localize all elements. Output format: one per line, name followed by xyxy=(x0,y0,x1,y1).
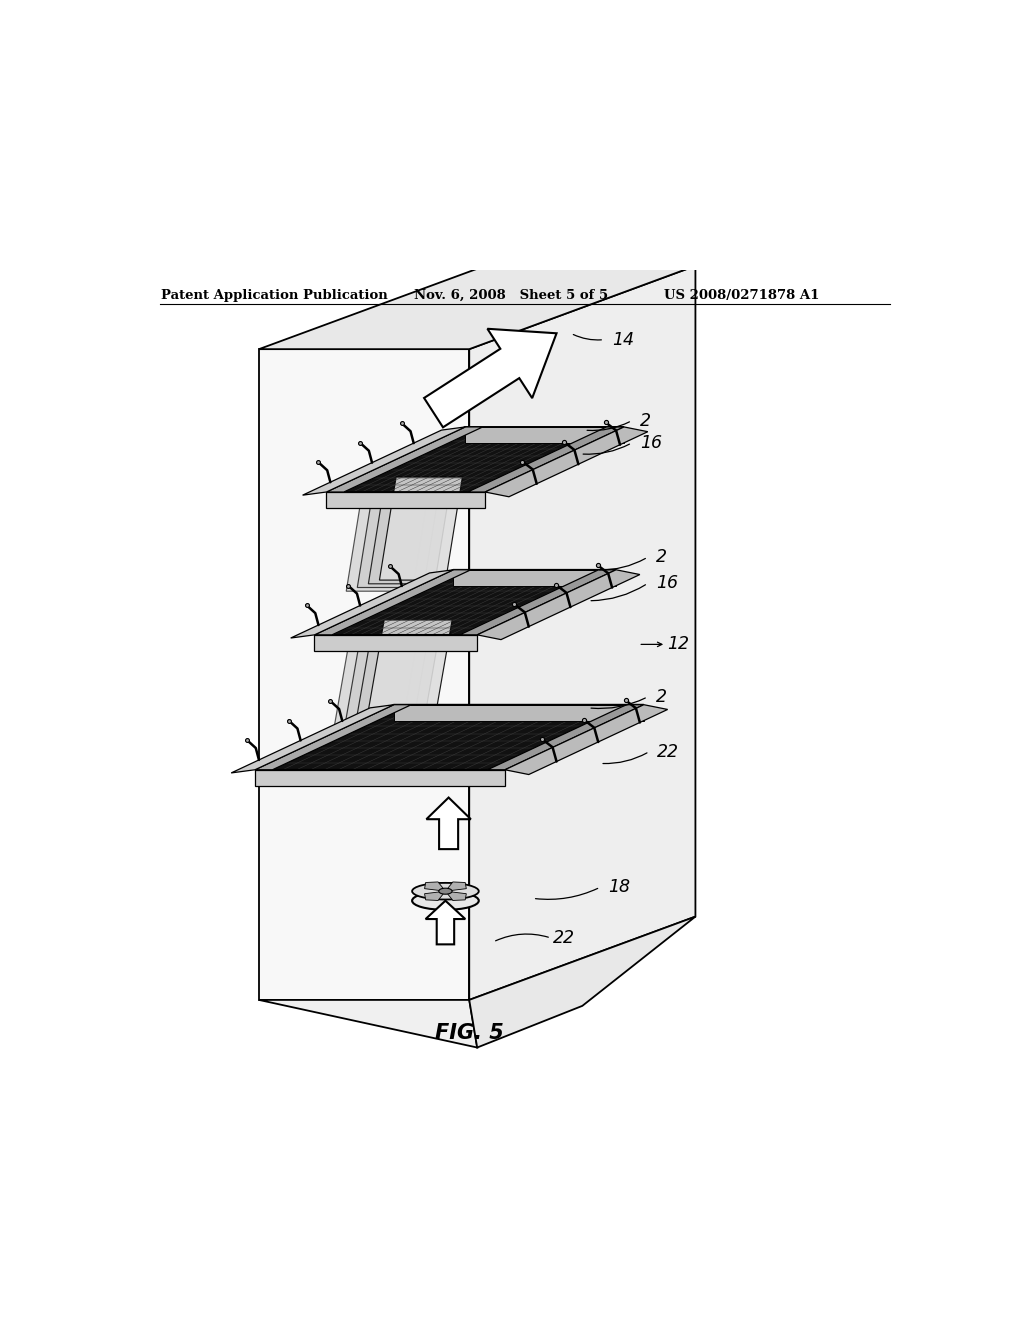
Polygon shape xyxy=(327,426,624,492)
Polygon shape xyxy=(369,480,452,583)
Polygon shape xyxy=(468,426,624,492)
Text: 18: 18 xyxy=(608,878,630,896)
Polygon shape xyxy=(259,265,695,350)
Polygon shape xyxy=(477,570,640,640)
Ellipse shape xyxy=(412,891,479,909)
Polygon shape xyxy=(259,1001,477,1048)
Polygon shape xyxy=(426,900,465,944)
Polygon shape xyxy=(314,635,477,651)
Polygon shape xyxy=(445,882,466,891)
Polygon shape xyxy=(303,426,465,495)
Text: 12: 12 xyxy=(668,635,689,653)
Text: 2: 2 xyxy=(640,412,651,429)
Text: US 2008/0271878 A1: US 2008/0271878 A1 xyxy=(664,289,819,302)
Polygon shape xyxy=(424,329,557,428)
Text: 2: 2 xyxy=(655,548,667,566)
Text: 16: 16 xyxy=(655,574,678,593)
Polygon shape xyxy=(425,891,445,900)
Polygon shape xyxy=(368,620,453,715)
Polygon shape xyxy=(380,477,463,579)
Polygon shape xyxy=(345,627,430,722)
Text: 22: 22 xyxy=(553,929,574,946)
Polygon shape xyxy=(469,265,695,1001)
Polygon shape xyxy=(259,350,469,1001)
Polygon shape xyxy=(327,426,482,492)
Text: 2: 2 xyxy=(655,688,667,706)
Polygon shape xyxy=(505,705,668,775)
Polygon shape xyxy=(425,882,445,891)
Text: Nov. 6, 2008   Sheet 5 of 5: Nov. 6, 2008 Sheet 5 of 5 xyxy=(414,289,608,302)
Polygon shape xyxy=(485,426,648,496)
Polygon shape xyxy=(255,705,412,770)
Polygon shape xyxy=(334,631,419,726)
Text: 16: 16 xyxy=(640,434,662,451)
Polygon shape xyxy=(291,570,454,638)
Text: 14: 14 xyxy=(612,330,634,348)
Polygon shape xyxy=(356,623,441,718)
Polygon shape xyxy=(255,705,644,770)
Polygon shape xyxy=(357,484,440,587)
Text: 22: 22 xyxy=(657,743,679,760)
Polygon shape xyxy=(460,570,616,635)
Text: Patent Application Publication: Patent Application Publication xyxy=(162,289,388,302)
Polygon shape xyxy=(487,705,644,770)
Text: FIG. 5: FIG. 5 xyxy=(435,1023,504,1043)
Polygon shape xyxy=(454,570,616,586)
Polygon shape xyxy=(314,570,471,635)
Polygon shape xyxy=(314,570,616,635)
Polygon shape xyxy=(231,705,394,774)
Polygon shape xyxy=(394,705,644,721)
Polygon shape xyxy=(469,916,695,1048)
Ellipse shape xyxy=(412,883,479,899)
Polygon shape xyxy=(327,492,485,508)
Polygon shape xyxy=(255,770,505,785)
Polygon shape xyxy=(426,797,471,849)
Ellipse shape xyxy=(438,888,453,894)
Polygon shape xyxy=(445,891,466,900)
Polygon shape xyxy=(346,488,429,591)
Polygon shape xyxy=(465,426,624,442)
